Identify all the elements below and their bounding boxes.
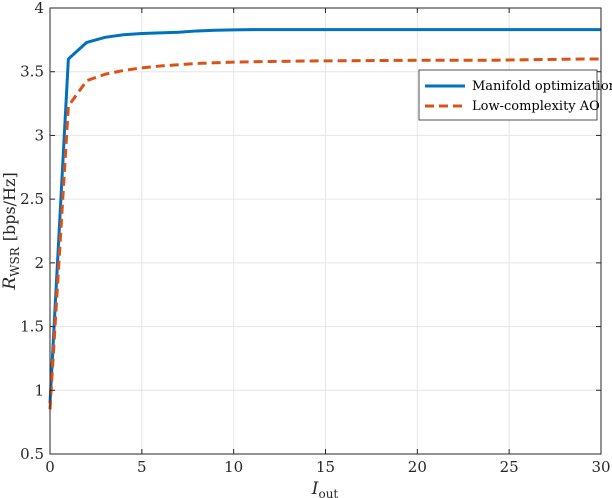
legend-box [418, 69, 598, 121]
y-tick-label: 1 [34, 381, 44, 399]
y-axis-title-main: R [0, 277, 20, 291]
y-tick-label: 2.5 [20, 190, 44, 208]
y-tick-label: 4 [34, 0, 44, 17]
legend-label-ao: Low-complexity AO [472, 99, 600, 114]
x-axis-title: Iout [311, 479, 339, 498]
series-line-manifold-optimization [48, 28, 601, 404]
y-tick-label: 0.5 [20, 445, 44, 463]
x-tick-label: 20 [408, 458, 427, 476]
x-tick-label: 10 [224, 458, 243, 476]
series-line-low-complexity-ao [48, 57, 601, 410]
y-axis-title: RWSR [bps/Hz] [0, 172, 22, 290]
x-axis-title-main: I [311, 479, 319, 498]
y-axis-title-sub: WSR [8, 246, 22, 277]
x-tick-label: 0 [45, 458, 55, 476]
legend-label-manifold: Manifold optimization [472, 79, 612, 94]
x-tick-label: 15 [316, 458, 335, 476]
y-tick-label: 1.5 [20, 318, 44, 336]
axis-ticks: 0 5 10 15 20 25 30 0.5 1 1.5 2 2.5 3 3.5 4 [20, 0, 610, 476]
series-lines [48, 28, 601, 410]
y-tick-label: 3 [34, 126, 44, 144]
y-axis-title-unit: [bps/Hz] [0, 172, 19, 241]
y-tick-label: 2 [34, 254, 44, 272]
x-tick-label: 25 [500, 458, 519, 476]
x-tick-label: 5 [137, 458, 147, 476]
legend: Manifold optimization Low-complexity AO [418, 69, 612, 121]
x-axis-title-sub: out [318, 487, 338, 498]
x-tick-label: 30 [591, 458, 610, 476]
y-tick-label: 3.5 [20, 63, 44, 81]
